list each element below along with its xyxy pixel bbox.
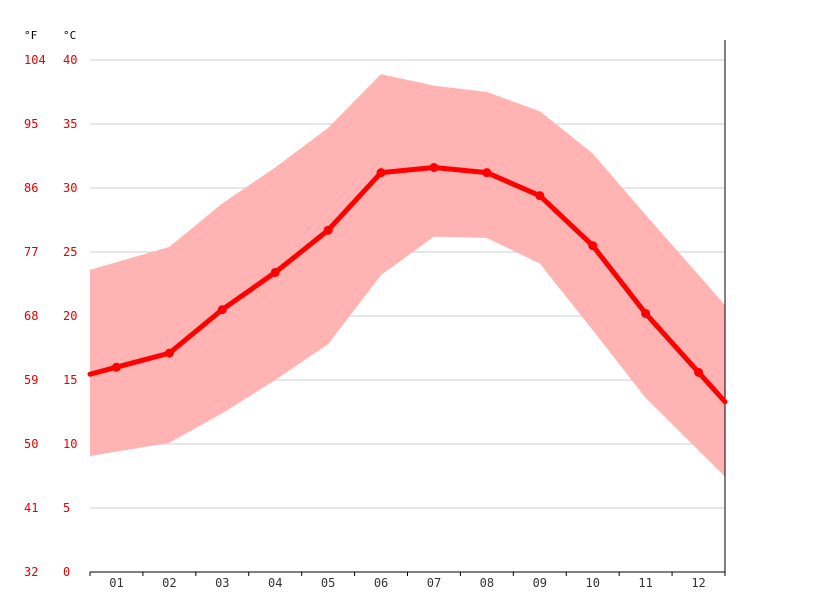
celsius-tick-label: 10 [63, 437, 77, 451]
mean-data-point [482, 168, 492, 178]
fahrenheit-tick-label: 41 [24, 501, 38, 515]
temperature-range-band [90, 74, 725, 477]
celsius-tick-label: 35 [63, 117, 77, 131]
mean-data-point [376, 168, 386, 178]
celsius-tick-label: 30 [63, 181, 77, 195]
celsius-tick-label: 20 [63, 309, 77, 323]
mean-line-path [87, 165, 728, 405]
fahrenheit-tick-label: 104 [24, 53, 46, 67]
month-tick-label: 06 [374, 576, 388, 590]
celsius-tick-label: 0 [63, 565, 70, 579]
mean-data-point [111, 362, 121, 372]
month-tick-label: 04 [268, 576, 282, 590]
mean-data-point [588, 241, 598, 251]
celsius-tick-label: 25 [63, 245, 77, 259]
month-tick-label: 11 [638, 576, 652, 590]
fahrenheit-tick-label: 77 [24, 245, 38, 259]
celsius-tick-label: 15 [63, 373, 77, 387]
fahrenheit-tick-label: 86 [24, 181, 38, 195]
month-tick-label: 01 [109, 576, 123, 590]
celsius-unit-label: °C [63, 29, 76, 42]
month-tick-label: 02 [162, 576, 176, 590]
month-tick-label: 12 [691, 576, 705, 590]
fahrenheit-tick-label: 50 [24, 437, 38, 451]
mean-data-point [535, 191, 545, 201]
month-tick-label: 08 [480, 576, 494, 590]
mean-data-point [217, 305, 227, 315]
mean-data-point [694, 367, 704, 377]
mean-data-point [323, 225, 333, 235]
fahrenheit-tick-label: 68 [24, 309, 38, 323]
fahrenheit-unit-label: °F [24, 29, 37, 42]
celsius-tick-label: 40 [63, 53, 77, 67]
fahrenheit-tick-label: 95 [24, 117, 38, 131]
axis-labels: °F °C 0 32 5 41 10 50 15 59 20 68 25 77 30 86 35 95 40 10… [24, 29, 706, 590]
month-tick-label: 07 [427, 576, 441, 590]
mean-temperature-line [87, 165, 728, 405]
month-tick-label: 09 [533, 576, 547, 590]
fahrenheit-tick-label: 59 [24, 373, 38, 387]
range-band-area [90, 74, 725, 477]
month-tick-label: 03 [215, 576, 229, 590]
axes [89, 40, 726, 576]
mean-data-point [641, 308, 651, 318]
month-tick-label: 05 [321, 576, 335, 590]
mean-temperature-points [111, 163, 704, 377]
mean-data-point [164, 348, 174, 358]
celsius-tick-label: 5 [63, 501, 70, 515]
month-tick-label: 10 [585, 576, 599, 590]
mean-data-point [429, 163, 439, 173]
mean-data-point [270, 267, 280, 277]
fahrenheit-tick-label: 32 [24, 565, 38, 579]
